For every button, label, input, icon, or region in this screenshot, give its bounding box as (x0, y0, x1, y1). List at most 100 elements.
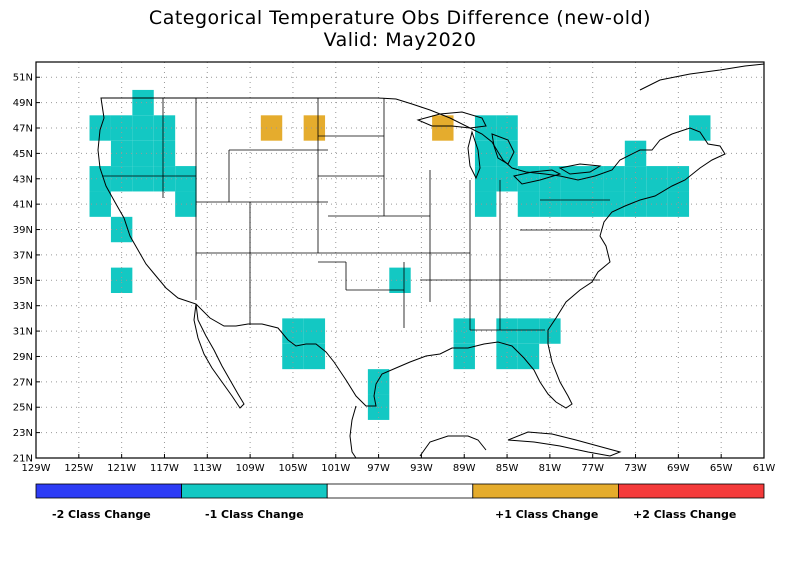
grid-cell (517, 343, 540, 370)
lat-tick-label: 29N (13, 352, 33, 363)
hudson-bay-edge (639, 63, 765, 91)
lat-tick-label: 49N (13, 98, 33, 109)
great-lake-michigan (467, 130, 481, 180)
grid-cell (474, 191, 497, 217)
lat-tick-label: 21N (13, 454, 33, 465)
longitude-labels: 129W 125W 121W 117W 113W 109W 105W 101W 97W 93W 89… (22, 463, 776, 474)
great-lake-erie (513, 169, 562, 185)
grid-cell (689, 115, 711, 141)
grid-cell (474, 140, 497, 167)
grid-cells (89, 89, 711, 420)
lat-tick-label: 37N (13, 250, 33, 261)
lon-tick-label: 81W (539, 463, 562, 474)
lat-tick-label: 23N (13, 428, 33, 439)
us-outline (97, 63, 765, 459)
lat-tick-label: 43N (13, 174, 33, 185)
grid-cell (367, 369, 390, 395)
lat-tick-label: 45N (13, 149, 33, 160)
lon-tick-label: 129W (22, 463, 51, 474)
legend-label: -1 Class Change (205, 508, 304, 521)
lat-tick-label: 33N (13, 301, 33, 312)
lon-tick-label: 73W (624, 463, 647, 474)
legend-swatch (618, 483, 765, 499)
grid-cell (282, 318, 304, 344)
grid-cell (667, 191, 690, 217)
grid-cell (453, 318, 475, 344)
lon-tick-label: 121W (107, 463, 136, 474)
grid-cell (603, 166, 625, 192)
legend-label: +1 Class Change (495, 508, 599, 521)
lat-tick-label: 41N (13, 200, 33, 211)
lon-tick-label: 109W (236, 463, 265, 474)
grid-cell (153, 166, 176, 192)
lat-tick-label: 25N (13, 403, 33, 414)
lon-tick-label: 101W (321, 463, 350, 474)
cuba (507, 431, 622, 457)
lat-tick-label: 47N (13, 124, 33, 135)
lon-tick-label: 69W (667, 463, 690, 474)
grid-cell (175, 166, 197, 192)
grid-cell (496, 318, 518, 344)
grid-cell (496, 343, 518, 370)
lon-tick-label: 113W (193, 463, 222, 474)
lon-tick-label: 77W (581, 463, 604, 474)
grid-cell (539, 191, 561, 217)
legend-label: -2 Class Change (52, 508, 151, 521)
yucatan (419, 435, 487, 457)
great-lake-superior (416, 111, 487, 129)
grid-cell (496, 166, 518, 192)
grid-cell (303, 318, 326, 344)
lon-tick-label: 93W (410, 463, 433, 474)
plot-frame (35, 61, 765, 459)
legend-swatch (326, 483, 474, 499)
dotted-gridlines (35, 62, 765, 459)
lat-tick-label: 27N (13, 377, 33, 388)
legend-swatch (35, 483, 183, 499)
lon-tick-label: 61W (753, 463, 776, 474)
great-lake-ontario (558, 163, 602, 175)
lon-tick-label: 97W (367, 463, 390, 474)
lat-tick-label: 31N (13, 327, 33, 338)
grid-cell (432, 115, 454, 141)
grid-cell (303, 343, 326, 370)
grid-cell (132, 140, 154, 167)
grid-cell (474, 115, 497, 141)
lon-tick-label: 85W (496, 463, 519, 474)
grid-cell (175, 191, 197, 217)
baja-peninsula (193, 303, 245, 409)
grid-cell (603, 191, 625, 217)
map-valid-date: Valid: May2020 (323, 29, 477, 51)
grid-cell (624, 191, 647, 217)
grid-cell (624, 140, 647, 167)
lon-tick-label: 125W (64, 463, 93, 474)
lon-tick-label: 117W (150, 463, 179, 474)
legend-label: +2 Class Change (633, 508, 737, 521)
grid-cell (624, 166, 647, 192)
grid-cell (582, 191, 604, 217)
lon-tick-label: 89W (453, 463, 476, 474)
lon-tick-label: 65W (710, 463, 733, 474)
grid-cell (539, 318, 561, 344)
grid-cell (539, 166, 561, 192)
grid-cell (132, 115, 154, 141)
grid-cell (517, 318, 540, 344)
grid-cell (474, 166, 497, 192)
us-coastline (97, 97, 726, 409)
grid-cell (517, 166, 540, 192)
lat-tick-label: 51N (13, 73, 33, 84)
grid-cell (89, 191, 111, 217)
grid-cell (303, 115, 326, 141)
grid-cell (453, 343, 475, 370)
great-lake-huron (491, 133, 515, 165)
lat-tick-label: 39N (13, 225, 33, 236)
grid-cell (153, 140, 176, 167)
lon-tick-label: 105W (278, 463, 307, 474)
grid-cell (517, 191, 540, 217)
lat-tick-label: 35N (13, 276, 33, 287)
legend-colorbar (35, 483, 765, 499)
grid-cell (132, 89, 154, 116)
map-title: Categorical Temperature Obs Difference (… (148, 7, 652, 29)
legend-swatch (472, 483, 619, 499)
mexico-gulf-coast (349, 405, 357, 459)
